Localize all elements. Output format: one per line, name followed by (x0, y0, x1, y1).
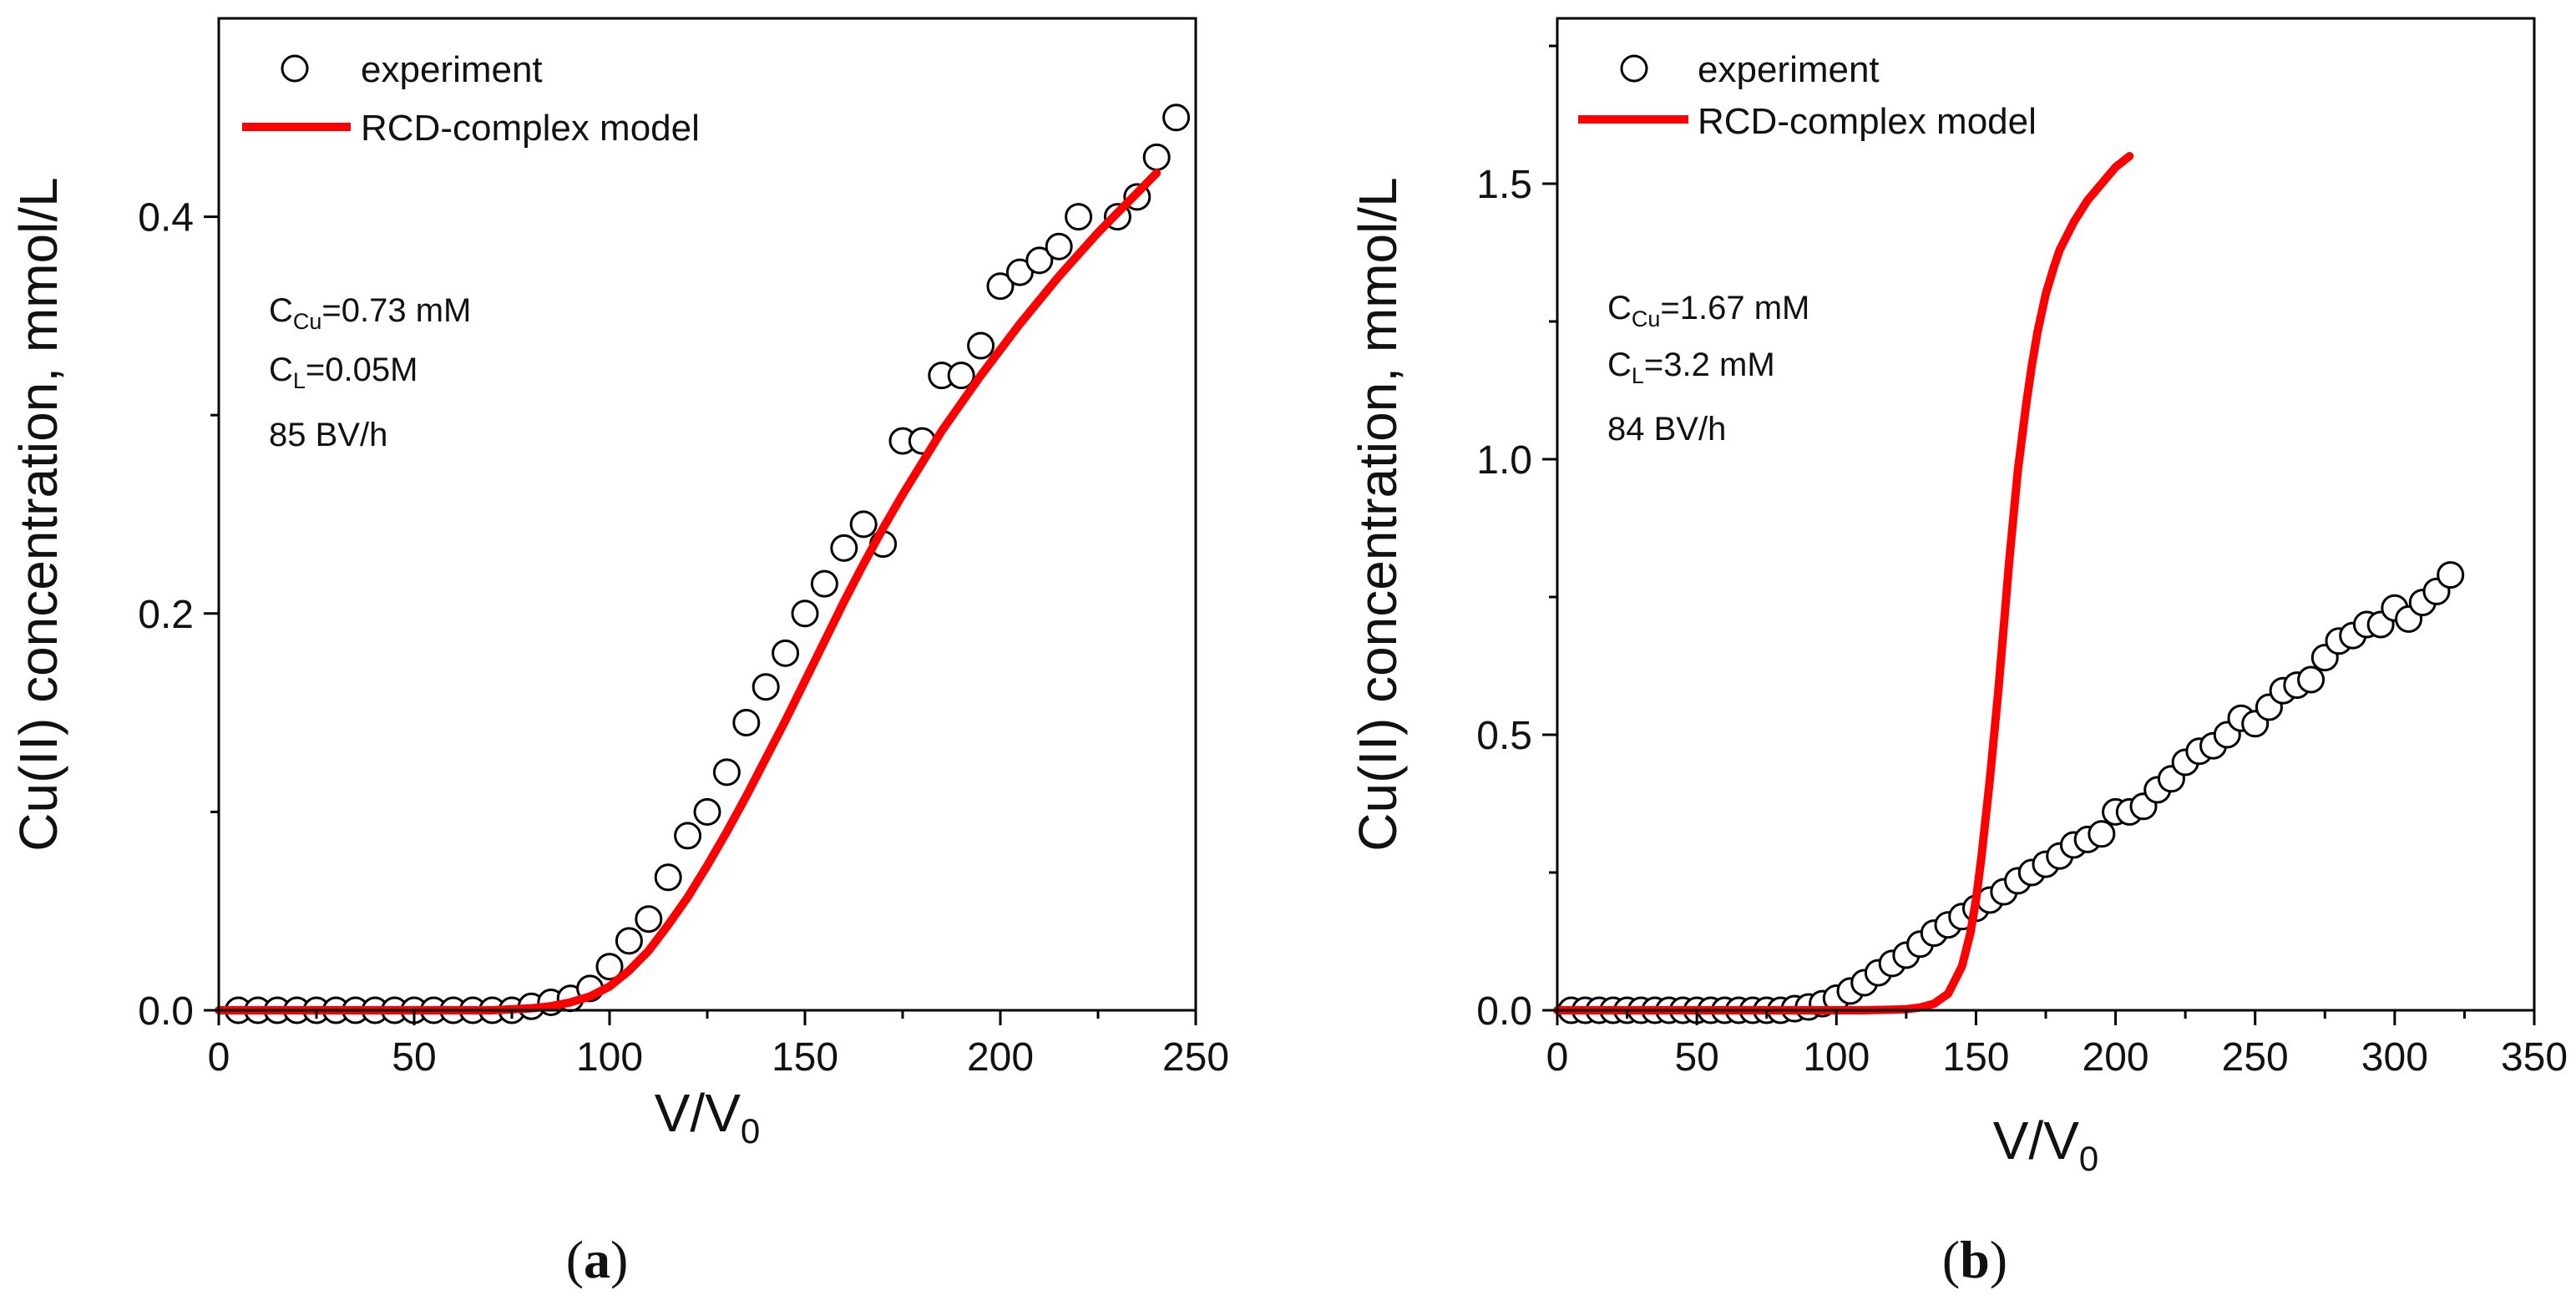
annotation-line2-a: CL=0.05M (269, 352, 418, 393)
experiment-point-a (732, 708, 761, 736)
x-axis-title-a: V/V0 (655, 1083, 761, 1151)
experiment-point-a (1005, 258, 1034, 286)
legend-label-experiment-b: experiment (1698, 49, 1880, 90)
experiment-point-a (712, 758, 741, 787)
experiment-point-a (595, 953, 624, 981)
x-axis-title-b: V/V0 (1993, 1110, 2099, 1178)
legend-marker-experiment-b (1620, 54, 1648, 83)
annotation-line2-b: CL=3.2 mM (1607, 347, 1775, 388)
experiment-point-b (2297, 665, 2325, 694)
experiment-point-a (849, 510, 878, 539)
annotation-line3-a: 85 BV/h (269, 417, 387, 453)
y-tick-label-a: 0.4 (138, 196, 194, 240)
plot-area-b (1553, 152, 2465, 1024)
experiment-point-a (986, 272, 1015, 301)
experiment-point-a (1162, 104, 1191, 132)
experiment-point-a (674, 822, 702, 850)
y-axis-title-a: Cu(II) concentration, mmol/L (8, 177, 68, 851)
legend-b: experiment RCD-complex model (1578, 49, 2037, 142)
x-tick-label-b: 100 (1803, 1035, 1870, 1080)
x-tick-label-a: 0 (208, 1035, 230, 1080)
x-tick-label-a: 50 (392, 1035, 436, 1080)
x-tick-label-b: 350 (2501, 1035, 2568, 1080)
experiment-point-a (830, 534, 858, 562)
x-tick-label-b: 50 (1674, 1035, 1718, 1080)
x-axis-title-sub-b: 0 (2079, 1139, 2098, 1178)
model-curve-b (1553, 152, 2134, 1014)
experiment-point-a (967, 331, 995, 360)
experiment-point-a (752, 673, 780, 701)
annotation-line3-b: 84 BV/h (1607, 411, 1726, 448)
y-tick-label-a: 0.0 (138, 989, 194, 1034)
x-tick-label-a: 250 (1162, 1035, 1229, 1080)
y-tick-label-b: 0.5 (1476, 714, 1532, 758)
y-tick-label-b: 0.0 (1476, 989, 1532, 1034)
experiment-point-a (1065, 203, 1093, 231)
experiment-point-a (791, 599, 819, 628)
plot-area-a (215, 104, 1191, 1024)
legend-label-model-b: RCD-complex model (1698, 101, 2037, 142)
experiment-point-a (810, 569, 838, 598)
experiment-point-a (947, 362, 975, 390)
x-tick-label-b: 250 (2222, 1035, 2289, 1080)
panel-label-a: (a) (566, 1230, 629, 1289)
annotation-a: CCu=0.73 mM CL=0.05M 85 BV/h (269, 292, 471, 453)
model-curve-a (215, 169, 1161, 1014)
x-axis-title-main-a: V/V (655, 1083, 741, 1143)
panel-label-b: (b) (1942, 1230, 2007, 1289)
experiment-point-a (615, 927, 643, 955)
experiment-point-a (1025, 246, 1054, 275)
annotation-b: CCu=1.67 mM CL=3.2 mM 84 BV/h (1607, 290, 1809, 448)
x-tick-label-b: 300 (2361, 1035, 2428, 1080)
x-axis-title-main-b: V/V (1993, 1110, 2079, 1171)
x-tick-label-a: 100 (576, 1035, 643, 1080)
y-tick-label-b: 1.5 (1476, 163, 1532, 207)
experiment-point-a (772, 639, 800, 667)
legend-label-model-a: RCD-complex model (361, 108, 700, 149)
chart-panel-b: 0 50 100 150 200 250 300 350 0.0 0.5 1.0 1.5 Cu(II)… (1348, 17, 2568, 1289)
x-tick-label-b: 200 (2083, 1035, 2149, 1080)
y-axis-title-b: Cu(II) concentration, mmol/L (1348, 177, 1408, 851)
x-axis-title-sub-a: 0 (741, 1111, 760, 1151)
x-tick-label-a: 200 (967, 1035, 1034, 1080)
y-tick-label-b: 1.0 (1476, 438, 1532, 483)
x-tick-label-a: 150 (772, 1035, 838, 1080)
chart-panel-a: 0 50 100 150 200 250 0.0 0.2 0.4 Cu(II) concentr… (8, 17, 1229, 1289)
legend-label-experiment-a: experiment (361, 49, 543, 90)
x-tick-label-b: 0 (1546, 1035, 1569, 1080)
legend-a: experiment RCD-complex model (242, 49, 700, 149)
legend-marker-experiment-a (281, 54, 309, 83)
y-tick-label-a: 0.2 (138, 593, 194, 637)
experiment-point-b (2088, 820, 2116, 848)
annotation-line1-a: CCu=0.73 mM (269, 292, 471, 334)
axis-ticks-b: 0 50 100 150 200 250 300 350 0.0 0.5 1.0 1.5 (1476, 44, 2568, 1080)
experiment-point-a (1045, 232, 1073, 261)
experiment-point-a (635, 905, 663, 933)
experiment-point-a (654, 863, 682, 892)
x-tick-label-b: 150 (1942, 1035, 2009, 1080)
axis-ticks-a: 0 50 100 150 200 250 0.0 0.2 0.4 (138, 196, 1229, 1080)
experiment-point-a (1142, 143, 1171, 171)
experiment-point-a (693, 797, 721, 826)
experiment-point-b (2437, 561, 2465, 589)
annotation-line1-b: CCu=1.67 mM (1607, 290, 1809, 331)
